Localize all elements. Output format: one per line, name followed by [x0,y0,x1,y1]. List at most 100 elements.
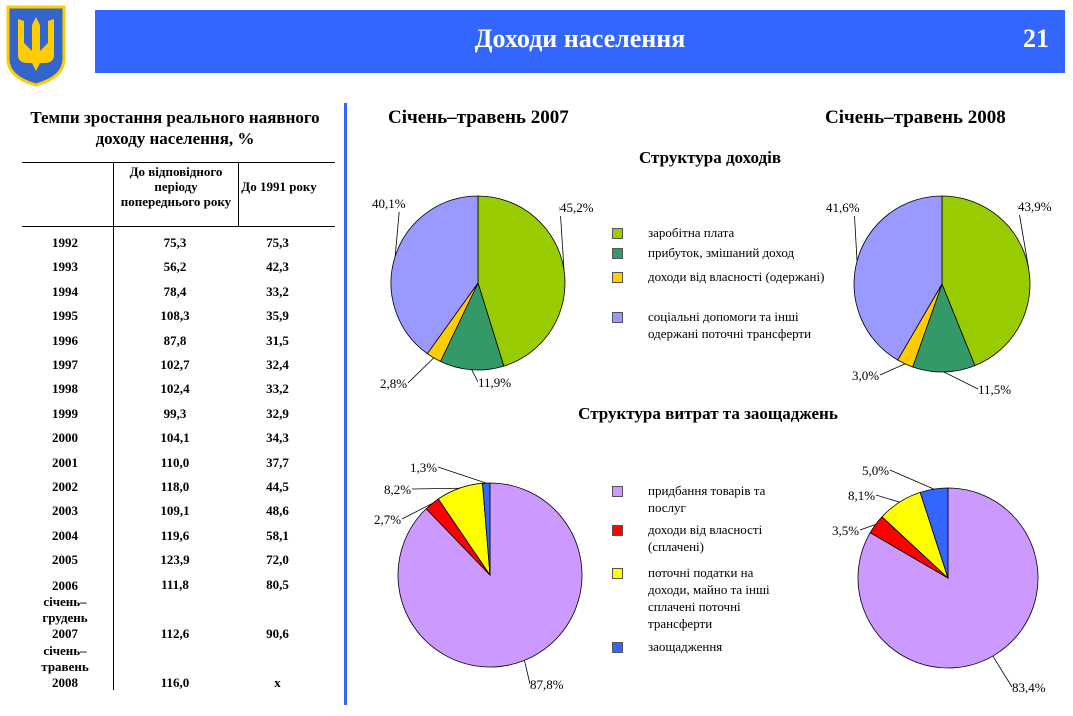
pie-slice [912,282,976,373]
slice-label: 3,0% [852,368,880,384]
leader-line [879,363,906,376]
cell-vs-1991: 72,0 [266,552,289,568]
period-2007-label: Січень–травень 2007 [388,107,569,128]
row-label: 1993 [52,259,78,275]
cell-vs-1991: 90,6 [266,626,289,641]
cell-prev-year: 104,1 [160,430,190,446]
column-header: До відповідного періоду попереднього рок… [120,164,232,209]
cell-vs-1991: 34,3 [266,430,289,446]
period-2008-label: Січень–травень 2008 [825,107,1006,128]
cell-vs-1991: 58,1 [266,527,289,543]
row-label: 1994 [52,283,78,299]
slice-label: 8,1% [848,488,876,504]
table-border [113,162,114,690]
cell-vs-1991: 33,2 [266,283,289,299]
header-banner: Доходи населення 21 [95,10,1065,73]
cell-vs-1991: 31,5 [266,332,289,348]
leader-line [1017,205,1029,268]
row-label: 1992 [52,235,78,250]
income-structure-title: Структура доходів [638,148,781,167]
legend-label: заощадження [648,639,723,654]
leader-line [411,487,460,490]
cell-vs-1991: 80,5 [266,577,289,592]
legend-swatch [612,248,623,259]
legend-swatch [612,568,623,579]
legend-swatch [612,312,623,323]
leader-line [524,660,531,685]
legend-label: доходи від власності (сплачені) [648,522,763,554]
legend-swatch [612,228,623,239]
cell-vs-1991: 42,3 [266,259,289,275]
cell-vs-1991: 37,7 [266,454,289,470]
row-label: 2003 [52,503,78,519]
row-label: 2005 [52,552,78,568]
cell-vs-1991: x [274,675,281,690]
row-label: 1995 [52,308,78,324]
leader-line [559,206,565,270]
legend-swatch [612,642,623,653]
cell-prev-year: 99,3 [163,405,187,421]
row-label: 1996 [52,332,78,348]
slice-label: 2,7% [374,512,402,528]
row-label: 2002 [52,479,78,494]
table-border [22,162,335,163]
cell-prev-year: 110,0 [160,454,190,470]
row-label: 1999 [52,405,78,421]
leader-line [992,655,1013,688]
slice-label: 43,9% [1018,199,1052,215]
row-label: 2001 [52,454,78,470]
leader-line [853,206,858,262]
slice-label: 41,6% [826,200,860,216]
slice-label: 2,8% [380,376,408,392]
ukraine-emblem-icon [4,3,68,87]
leader-line [437,466,487,484]
cell-prev-year: 102,7 [160,357,190,372]
cell-vs-1991: 33,2 [266,381,289,397]
cell-prev-year: 119,6 [160,527,190,543]
legend-label: поточні податки на доходи, майно та інші… [648,565,770,631]
slice-label: 11,5% [978,382,1012,398]
expense-structure-title: Структура витрат та заощаджень [578,404,838,423]
legend-label: придбання товарів та послуг [648,483,766,515]
slice-label: 87,8% [530,677,564,693]
slice-label: 3,5% [832,523,860,539]
leader-line [943,371,979,390]
pie-slice [482,482,491,576]
cell-prev-year: 102,4 [160,381,190,397]
cell-vs-1991: 44,5 [266,479,289,494]
row-label: 2006 січень– грудень 2007 [42,578,88,641]
cell-vs-1991: 32,9 [266,405,289,421]
slice-label: 40,1% [372,196,406,212]
legend-label: заробітна плата [648,225,735,240]
table-border [22,226,335,227]
page-number: 21 [1023,24,1049,53]
row-label: 1998 [52,381,78,397]
slice-label: 11,9% [478,375,512,391]
row-label: 2004 [52,527,78,543]
row-label: 2000 [52,430,78,446]
slice-label: 5,0% [862,463,890,479]
cell-prev-year: 111,8 [161,577,189,592]
row-label: січень– травень 2008 [41,643,89,690]
slice-label: 8,2% [384,482,412,498]
leader-line [889,469,935,490]
cell-vs-1991: 48,6 [266,503,289,519]
slice-label: 1,3% [410,460,438,476]
cell-prev-year: 123,9 [160,552,190,568]
row-label: 1997 [52,357,78,372]
slice-label: 45,2% [560,200,594,216]
leader-line [471,369,479,383]
leader-line [407,357,434,384]
legend-label: прибуток, змішаний доход [648,245,795,260]
cell-prev-year: 56,2 [163,259,187,275]
table-title: Темпи зростання реального наявного доход… [30,108,320,148]
legend-swatch [612,486,623,497]
table-border [238,162,239,226]
cell-prev-year: 78,4 [163,283,187,299]
cell-vs-1991: 32,4 [266,357,289,372]
leader-line [859,524,876,531]
divider [344,103,347,705]
cell-prev-year: 109,1 [160,503,190,519]
cell-prev-year: 108,3 [160,308,190,324]
